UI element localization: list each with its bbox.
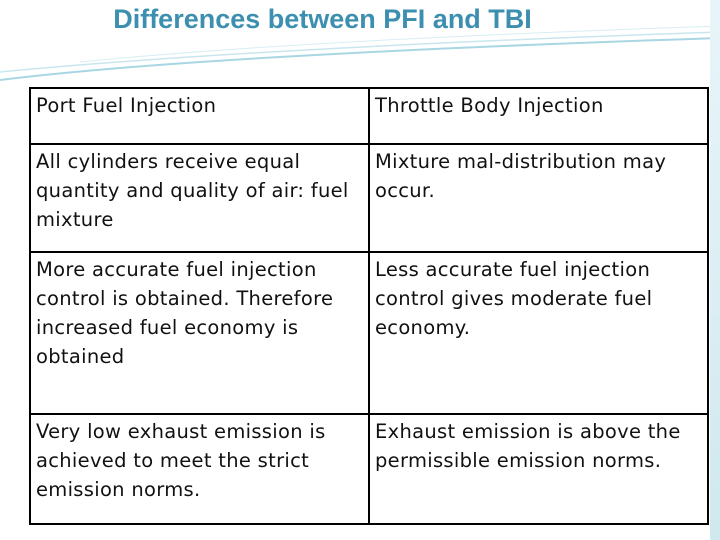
cell: Port Fuel Injection — [29, 87, 370, 145]
row: Very low exhaust emission is achieved to… — [29, 413, 709, 525]
side-bar — [710, 0, 720, 540]
cell: Throttle Body Injection — [368, 87, 709, 145]
title: Differences between PFI and TBI — [113, 4, 532, 34]
cell: Mixture mal-distribution may occur. — [368, 143, 709, 253]
cell: More accurate fuel injection control is … — [29, 251, 370, 415]
title-decoration — [0, 25, 720, 81]
row: Port Fuel Injection Throttle Body Injecti… — [29, 87, 709, 145]
row: More accurate fuel injection control is … — [29, 251, 709, 415]
cell: Very low exhaust emission is achieved to… — [29, 413, 370, 525]
cell: All cylinders receive equal quantity and… — [29, 143, 370, 253]
row: All cylinders receive equal quantity and… — [29, 143, 709, 253]
cell: Less accurate fuel injection control giv… — [368, 251, 709, 415]
comparison-table: Port Fuel Injection Throttle Body Injecti… — [29, 87, 709, 525]
cell: Exhaust emission is above the permissibl… — [368, 413, 709, 525]
